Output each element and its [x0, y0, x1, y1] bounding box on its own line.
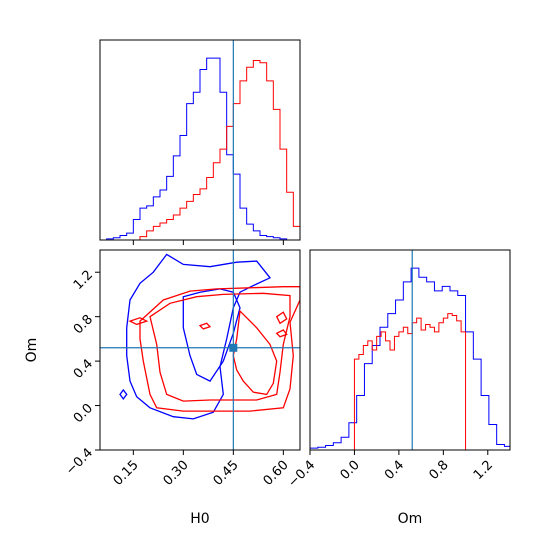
om-xlabel: Om — [398, 511, 423, 527]
contour-y-tick-label-2: 0.4 — [71, 357, 96, 382]
om-x-tick-label-0: −0.4 — [285, 458, 318, 491]
contour-series-0-level-1 — [182, 288, 241, 382]
contour-series-1-level-4 — [275, 311, 288, 325]
contour-frame — [99, 249, 301, 451]
h0-hist-frame — [99, 39, 301, 241]
om-hist-series-1 — [353, 313, 467, 450]
contour-series-1-level-3 — [198, 322, 212, 330]
om-x-tick-label-1: 0.0 — [338, 458, 363, 483]
contour-x-tick-label-2: 0.45 — [211, 458, 242, 489]
contour-series-1-level-2 — [232, 309, 278, 396]
contour-y-tick-label-3: 0.8 — [71, 312, 96, 337]
om-x-tick-label-2: 0.4 — [382, 458, 407, 483]
contour-y-tick-label-0: −0.4 — [63, 445, 96, 478]
contour-series-1-level-5 — [275, 329, 288, 338]
om-hist-frame — [309, 249, 511, 451]
h0-hist-group — [100, 57, 301, 241]
h0-hist-series-1 — [100, 59, 301, 241]
contour-group — [119, 253, 300, 420]
contour-y-tick-label-1: 0.0 — [71, 401, 96, 426]
contour-y-tick-label-4: 1.2 — [71, 268, 96, 293]
contour-series-1-level-6 — [128, 317, 149, 326]
contour-series-1-level-0 — [139, 286, 300, 412]
contour-x-tick-label-0: 0.15 — [111, 458, 142, 489]
contour-x-tick-label-1: 0.30 — [161, 458, 192, 489]
om-hist-clipped — [310, 267, 510, 450]
h0-hist-series-0 — [100, 57, 300, 241]
contour-truth-marker — [229, 343, 238, 352]
contour-xlabel: H0 — [190, 511, 209, 527]
om-x-tick-label-4: 1.2 — [471, 458, 496, 483]
contour-ylabel: Om — [24, 338, 40, 363]
om-x-tick-label-3: 0.8 — [426, 458, 451, 483]
contour-series-1-level-1 — [149, 292, 291, 402]
contour-series-0-level-2 — [119, 388, 128, 400]
om-hist-series-0 — [310, 267, 510, 450]
contour-x-tick-label-3: 0.60 — [261, 458, 292, 489]
contour-series-0-level-0 — [126, 253, 272, 420]
